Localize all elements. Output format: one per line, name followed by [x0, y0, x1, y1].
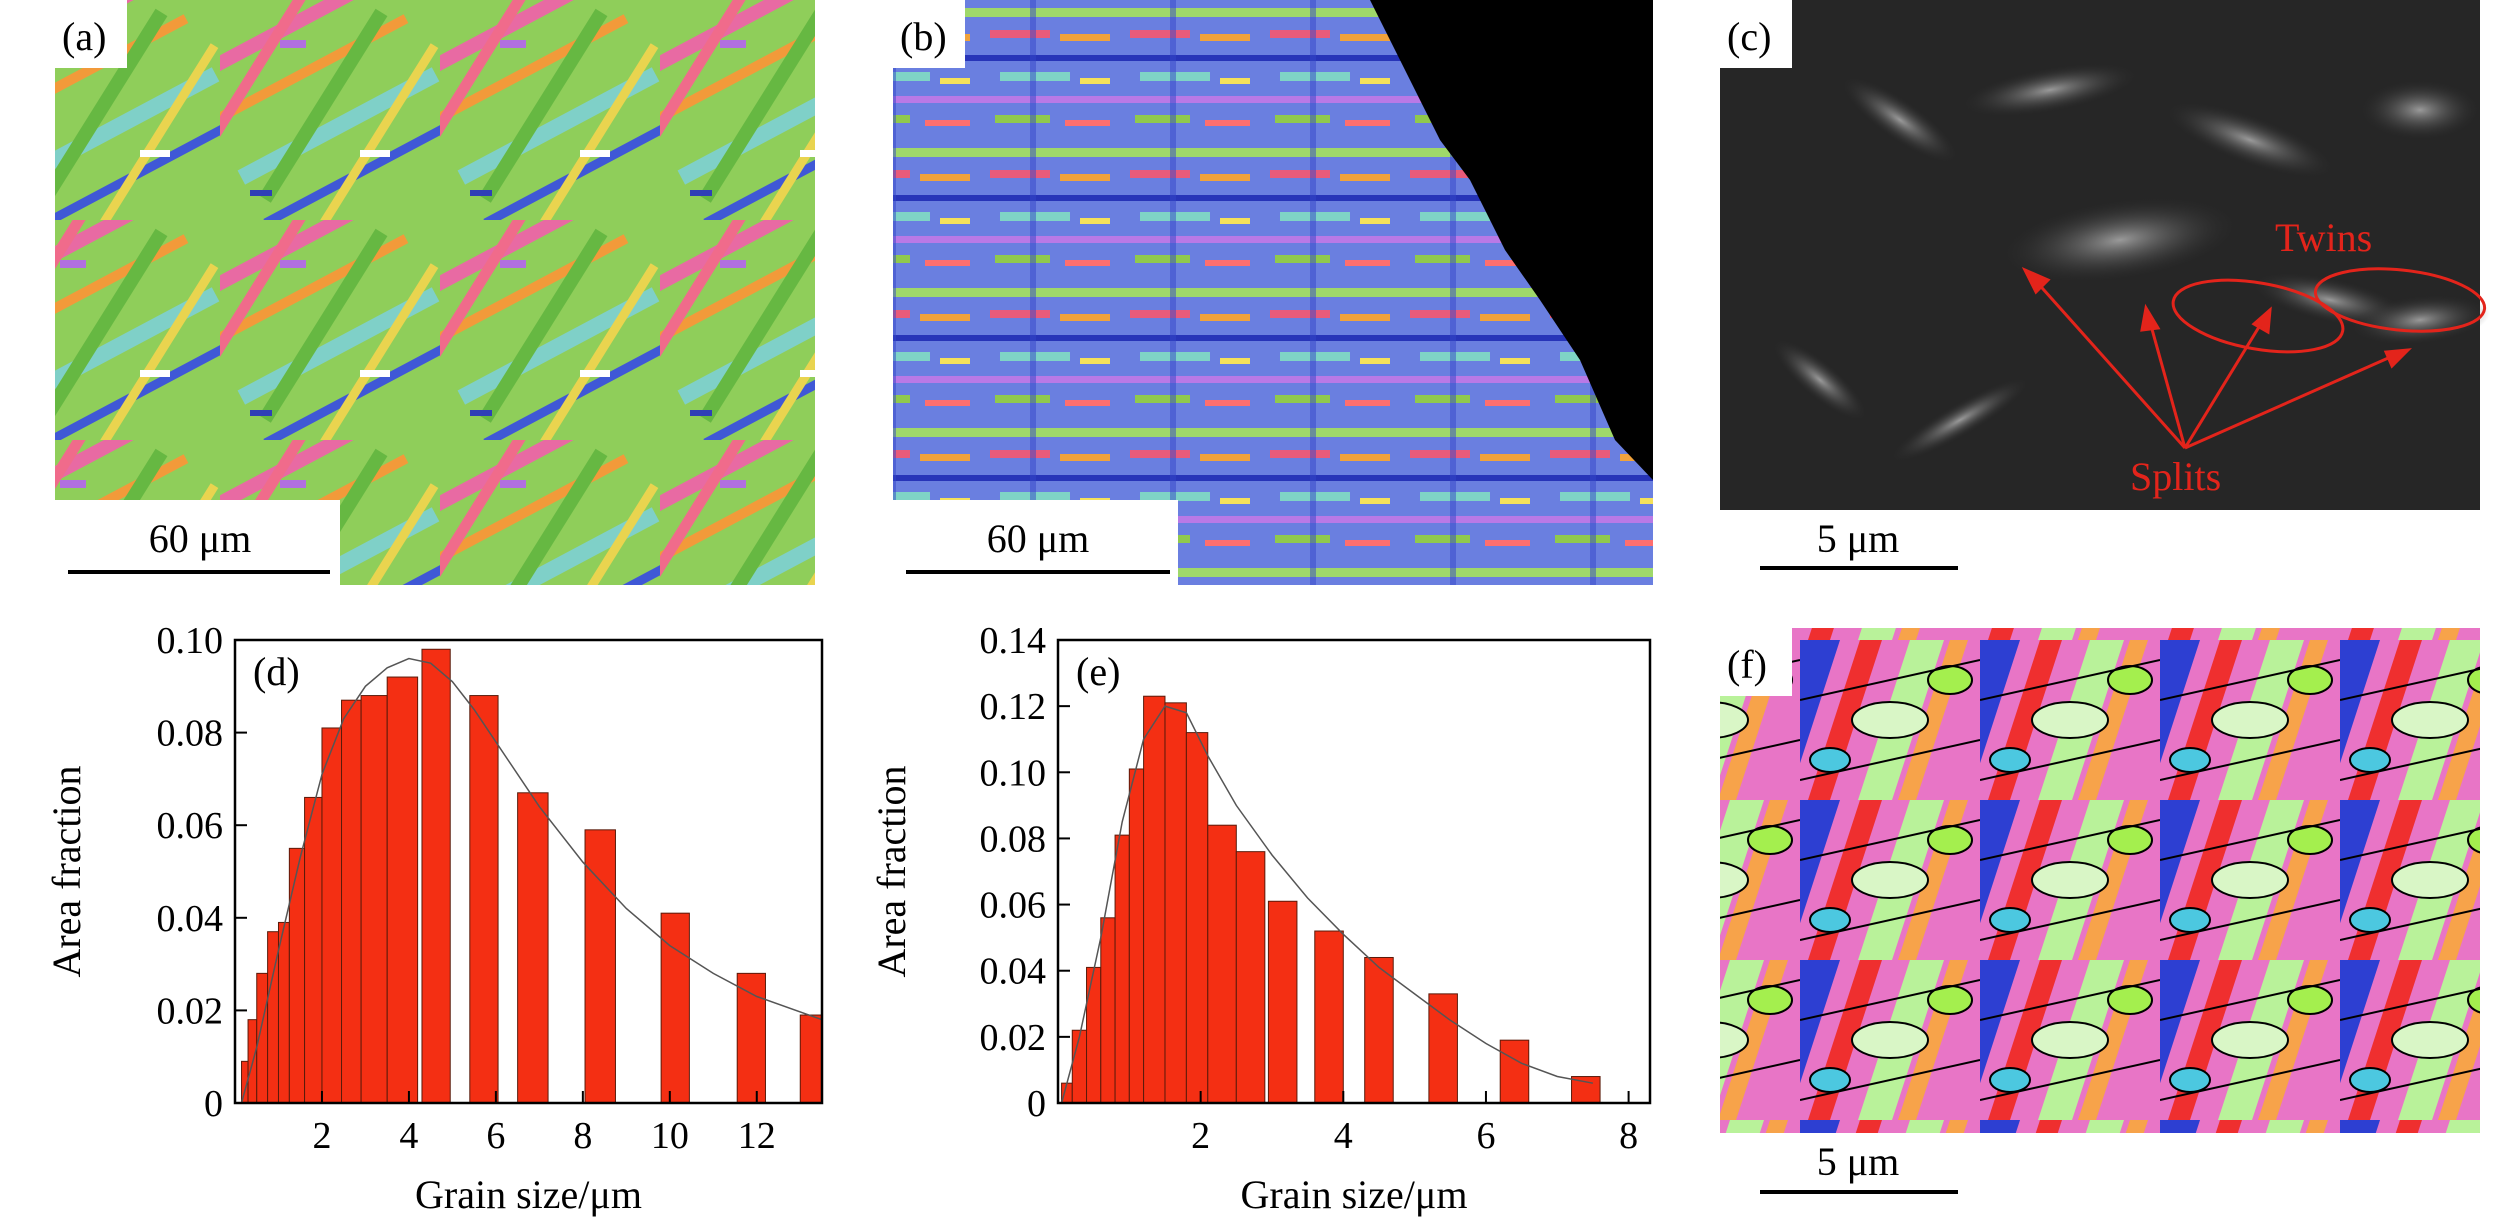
chart-e: 2 4 6 8 0 0.02 0.04 0.06 0.08 0.10 0.12 0.14 (e) Grai…	[869, 620, 1652, 1217]
bar	[360, 695, 388, 1104]
panel-f: (f) 5 μm	[1720, 628, 2480, 1194]
y-tick-label: 0.10	[980, 752, 1047, 794]
y-tick-label: 0.08	[157, 713, 224, 755]
bar	[1071, 1029, 1088, 1104]
bar	[1185, 732, 1209, 1104]
bar	[799, 1014, 823, 1104]
panel-c-label: (c)	[1727, 14, 1771, 59]
panel-a-label: (a)	[62, 14, 106, 59]
plot-frame	[233, 638, 824, 1105]
bar	[1235, 851, 1266, 1104]
panel-f-image	[1720, 628, 2480, 1133]
x-tick-label: 4	[1334, 1115, 1353, 1157]
y-tick-label: 0.12	[980, 686, 1047, 728]
plot-frame	[1056, 638, 1652, 1105]
y-tick-label: 0.04	[980, 951, 1047, 993]
bar	[304, 796, 323, 1104]
splits-annotation: Splits	[2130, 454, 2221, 499]
bar	[469, 695, 499, 1104]
panel-c-scalebar-text: 5 μm	[1817, 516, 1900, 561]
bar	[584, 829, 616, 1104]
x-tick-label: 4	[399, 1115, 418, 1157]
chart-d: 2 4 6 8 10 12 0 0.02 0.04 0.06 0.08 0.10 (d) Grain si…	[44, 620, 824, 1217]
chart-panel-label: (d)	[253, 649, 300, 694]
bar	[277, 921, 290, 1104]
bar	[341, 699, 362, 1104]
y-axis-label: Area fraction	[869, 765, 914, 977]
x-tick-label: 6	[1476, 1115, 1495, 1157]
fit-curve	[240, 657, 823, 1104]
panel-a: (a) 60 μm	[55, 0, 815, 585]
bar	[421, 648, 451, 1104]
panel-a-scalebar-text: 60 μm	[149, 516, 252, 561]
bar	[1364, 956, 1394, 1104]
split-arrows	[2021, 266, 2412, 450]
panel-c-label-box	[1720, 0, 1792, 68]
panel-f-label: (f)	[1727, 642, 1767, 687]
y-tick-label: 0.14	[980, 620, 1047, 662]
x-axis-label: Grain size/μm	[1241, 1172, 1468, 1217]
bar	[1100, 917, 1116, 1104]
fit-curve	[1060, 705, 1594, 1104]
bar	[1314, 930, 1344, 1104]
x-tick-label: 8	[573, 1115, 592, 1157]
chart-panel-label: (e)	[1076, 649, 1120, 694]
x-tick-label: 10	[651, 1115, 689, 1157]
bar	[1267, 900, 1298, 1104]
y-tick-label: 0.02	[980, 1017, 1047, 1059]
bar	[288, 847, 306, 1104]
panel-c: Twins Splits (c) 5 μm	[1720, 0, 2490, 570]
y-tick-label: 0.10	[157, 620, 224, 662]
bar	[1128, 768, 1145, 1104]
twins-annotation: Twins	[2275, 215, 2372, 260]
y-tick-label: 0	[204, 1083, 223, 1125]
panel-b: (b) 60 μm	[893, 0, 1653, 585]
bar	[1499, 1039, 1530, 1104]
x-tick-label: 2	[312, 1115, 331, 1157]
bar	[1143, 695, 1166, 1104]
panel-b-label: (b)	[900, 14, 947, 59]
y-tick-label: 0.02	[157, 990, 224, 1032]
bar	[1086, 966, 1102, 1104]
y-axis-label: Area fraction	[44, 765, 89, 977]
y-tick-label: 0.06	[980, 885, 1047, 927]
bar	[1207, 824, 1237, 1104]
bar	[1571, 1076, 1601, 1104]
panel-b-scalebar-text: 60 μm	[987, 516, 1090, 561]
y-tick-label: 0.06	[157, 805, 224, 847]
panel-a-label-box	[55, 0, 127, 68]
x-tick-label: 2	[1191, 1115, 1210, 1157]
y-tick-label: 0	[1027, 1083, 1046, 1125]
bar	[1114, 834, 1130, 1104]
bar	[517, 792, 549, 1104]
bar	[321, 727, 343, 1104]
bar	[1164, 702, 1187, 1104]
bar	[660, 912, 690, 1104]
twin-ellipse-2	[2313, 267, 2487, 333]
panel-f-label-box	[1720, 628, 1792, 696]
bar	[386, 676, 419, 1104]
panel-b-label-box	[893, 0, 965, 68]
x-axis-label: Grain size/μm	[415, 1172, 642, 1217]
x-tick-label: 12	[738, 1115, 776, 1157]
panel-c-grains	[1772, 63, 2490, 463]
panel-b-black-region	[1370, 0, 1653, 480]
panel-f-scalebar-text: 5 μm	[1817, 1139, 1900, 1184]
twin-ellipse-1	[2171, 278, 2345, 354]
y-tick-label: 0.08	[980, 818, 1047, 860]
bar	[736, 972, 766, 1104]
x-tick-label: 8	[1619, 1115, 1638, 1157]
y-tick-label: 0.04	[157, 898, 224, 940]
panel-a-image	[55, 0, 815, 585]
bar	[1428, 993, 1458, 1104]
x-tick-label: 6	[486, 1115, 505, 1157]
